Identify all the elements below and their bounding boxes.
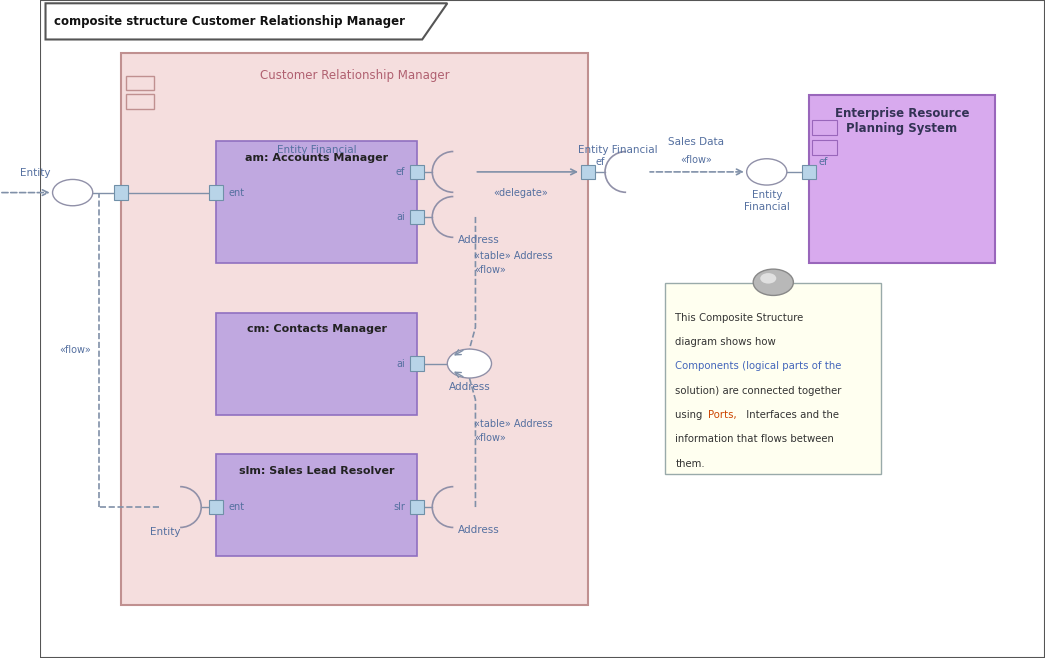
Circle shape [747, 159, 787, 185]
Text: them.: them. [675, 459, 705, 468]
Bar [216, 313, 417, 415]
Text: «flow»: «flow» [59, 345, 91, 355]
Text: «flow»: «flow» [474, 265, 506, 275]
Circle shape [753, 269, 793, 295]
Text: Entity: Entity [149, 527, 181, 537]
Bar [209, 500, 224, 515]
Text: ef: ef [596, 157, 605, 166]
Text: ef: ef [819, 157, 829, 166]
Bar [410, 210, 424, 224]
Text: ent: ent [229, 188, 245, 197]
Text: cm: Contacts Manager: cm: Contacts Manager [247, 324, 387, 334]
Text: using: using [675, 410, 706, 420]
Text: Address: Address [448, 382, 490, 392]
Text: diagram shows how: diagram shows how [675, 337, 776, 347]
Text: «table» Address: «table» Address [474, 418, 553, 429]
Bar [216, 454, 417, 556]
Circle shape [52, 180, 93, 206]
Text: «flow»: «flow» [680, 155, 713, 165]
Bar [410, 500, 424, 515]
Text: «flow»: «flow» [474, 433, 506, 443]
Bar [666, 283, 881, 474]
Text: Entity Financial: Entity Financial [578, 145, 657, 155]
Text: information that flows between: information that flows between [675, 434, 834, 444]
Text: «delegate»: «delegate» [493, 188, 548, 198]
Bar [581, 164, 595, 179]
Text: Components (logical parts of the: Components (logical parts of the [675, 361, 841, 371]
Bar [802, 164, 816, 179]
Text: slm: Sales Lead Resolver: slm: Sales Lead Resolver [239, 466, 394, 476]
Bar [125, 76, 154, 90]
Circle shape [760, 273, 776, 284]
Bar [114, 186, 127, 200]
Text: Interfaces and the: Interfaces and the [743, 410, 839, 420]
Bar [209, 186, 224, 200]
Circle shape [447, 349, 491, 378]
Text: ef: ef [396, 167, 405, 177]
Text: ai: ai [396, 212, 405, 222]
Text: Sales Data: Sales Data [669, 137, 724, 147]
Text: Address: Address [459, 236, 501, 245]
Bar [121, 53, 588, 605]
Bar [410, 164, 424, 179]
Text: ai: ai [396, 359, 405, 368]
Text: am: Accounts Manager: am: Accounts Manager [246, 153, 389, 163]
Text: composite structure Customer Relationship Manager: composite structure Customer Relationshi… [53, 15, 404, 28]
Text: Entity Financial: Entity Financial [277, 145, 356, 155]
Text: This Composite Structure: This Composite Structure [675, 313, 804, 322]
Text: Entity: Entity [20, 168, 51, 178]
Text: Entity
Financial: Entity Financial [744, 190, 790, 212]
Text: slr: slr [393, 502, 405, 512]
Bar [812, 120, 837, 135]
Bar [812, 140, 837, 155]
Text: «table» Address: «table» Address [474, 251, 553, 261]
Text: Enterprise Resource
Planning System: Enterprise Resource Planning System [835, 107, 969, 136]
Bar [216, 141, 417, 263]
Polygon shape [46, 3, 447, 39]
Text: Address: Address [459, 526, 501, 536]
Text: ent: ent [229, 502, 245, 512]
Bar [410, 357, 424, 371]
Bar [125, 94, 154, 109]
Text: solution) are connected together: solution) are connected together [675, 386, 841, 395]
Bar [809, 95, 995, 263]
Text: Customer Relationship Manager: Customer Relationship Manager [259, 69, 449, 82]
Text: Ports,: Ports, [709, 410, 737, 420]
